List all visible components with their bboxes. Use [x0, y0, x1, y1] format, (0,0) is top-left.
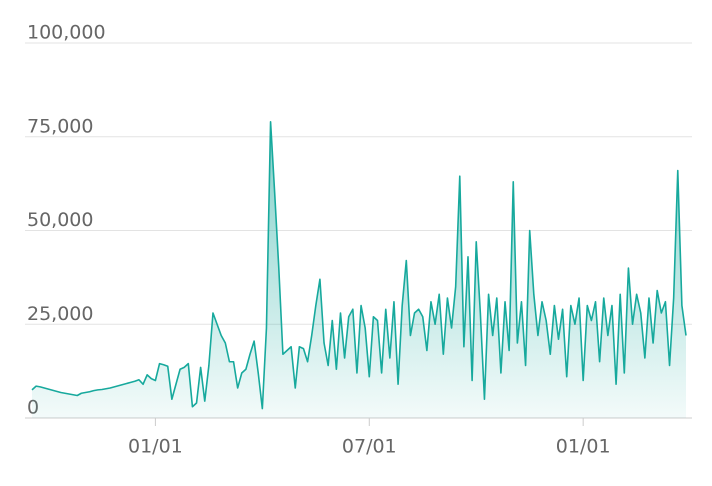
area: [32, 121, 686, 418]
x-tick-label: 01/01: [556, 436, 611, 458]
x-tick-label: 01/01: [128, 436, 183, 458]
y-tick-label: 25,000: [27, 303, 93, 325]
line: [31, 120, 687, 410]
x-tick-label: 07/01: [342, 436, 397, 458]
y-tick-label: 50,000: [27, 209, 93, 231]
y-tick-label: 75,000: [27, 115, 93, 137]
y-tick-label: 100,000: [27, 22, 106, 44]
